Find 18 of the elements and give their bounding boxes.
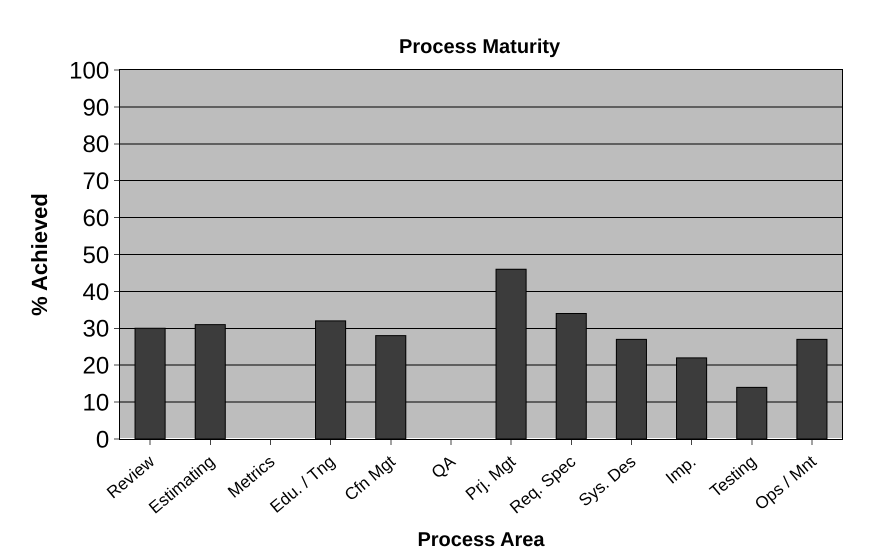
y-tick-label: 90 — [82, 94, 110, 122]
y-tick-label: 60 — [82, 205, 110, 232]
x-tick-label: Imp. — [662, 452, 700, 488]
y-tick-label: 30 — [82, 316, 110, 343]
y-tick-label: 40 — [82, 278, 110, 306]
y-axis-title: % Achieved — [26, 193, 52, 316]
y-tick-label: 0 — [96, 426, 110, 454]
y-tick-label: 50 — [82, 242, 110, 269]
x-tick-label: QA — [428, 451, 460, 482]
y-tick-label: 100 — [69, 57, 110, 84]
y-tick-label: 70 — [82, 168, 110, 196]
y-tick-label: 20 — [82, 352, 110, 380]
chart-title: Process Maturity — [399, 36, 562, 58]
x-axis-title: Process Area — [417, 529, 546, 552]
y-tick-label: 10 — [82, 390, 110, 416]
y-tick-label: 80 — [82, 131, 110, 158]
x-tick-label: Cfn Mgt — [340, 452, 399, 505]
x-tick-label: Sys. Des — [575, 452, 640, 510]
